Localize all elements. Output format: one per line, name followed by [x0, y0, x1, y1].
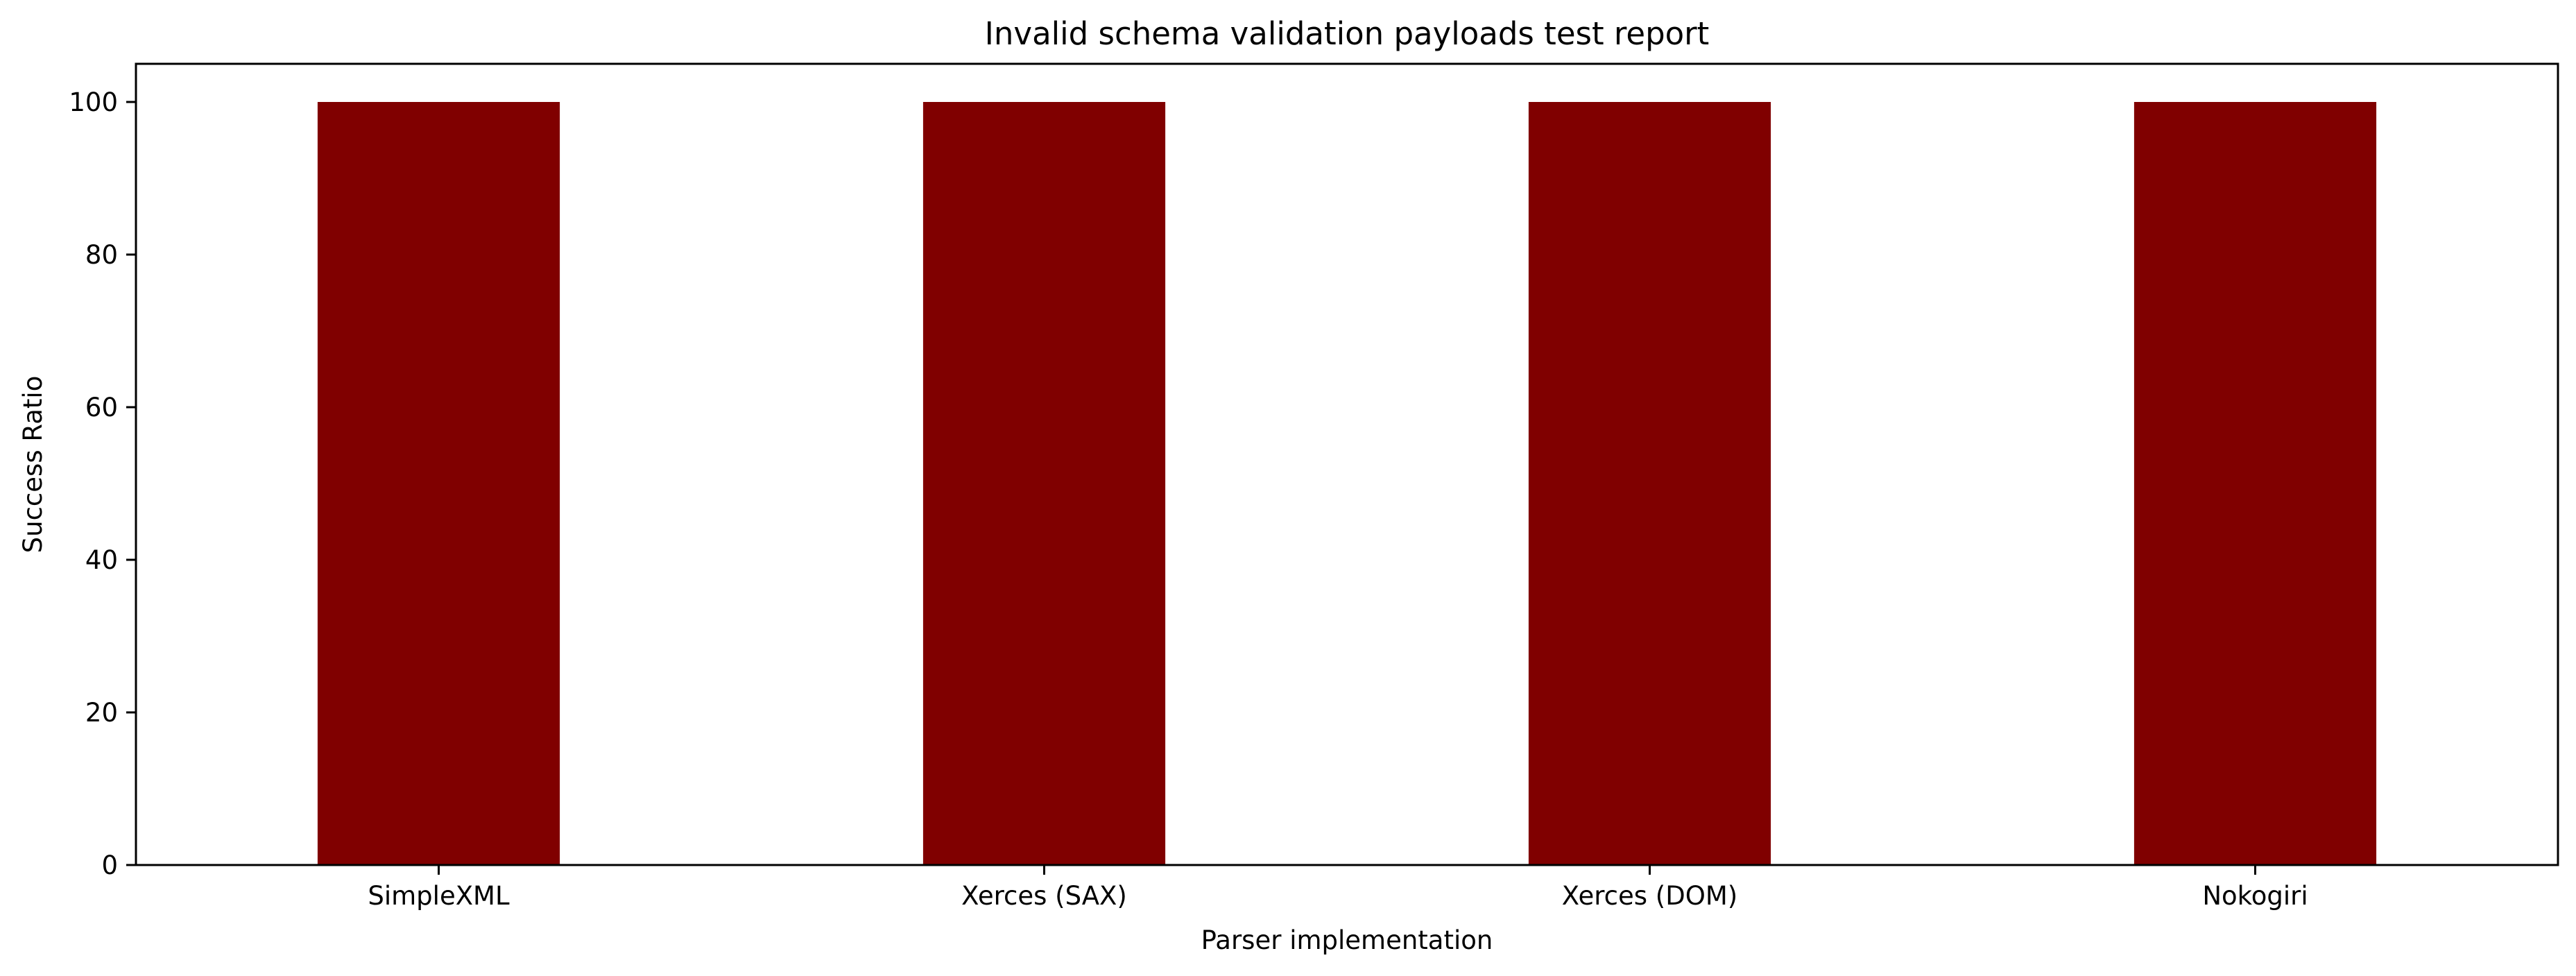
- y-tick-label: 100: [69, 87, 118, 117]
- plot-frame: [135, 62, 2559, 866]
- y-tick-label: 20: [85, 698, 118, 728]
- chart-title: Invalid schema validation payloads test …: [985, 15, 1710, 52]
- bar-simplexml: [317, 102, 560, 865]
- x-axis-label: Parser implementation: [1201, 925, 1493, 955]
- x-tick-label: Xerces (SAX): [961, 881, 1127, 911]
- y-axis: 0 20 40 60 80 100: [69, 87, 136, 880]
- bar-nokogiri: [2133, 102, 2377, 865]
- x-tick-label: SimpleXML: [368, 881, 510, 911]
- y-tick-label: 0: [101, 850, 118, 880]
- y-tick-label: 80: [85, 240, 118, 270]
- x-tick-label: Nokogiri: [2202, 881, 2308, 911]
- x-axis: SimpleXML Xerces (SAX) Xerces (DOM) Nokogir…: [368, 865, 2308, 911]
- bar-xerces-dom: [1528, 102, 1771, 865]
- x-tick-label: Xerces (DOM): [1562, 881, 1737, 911]
- y-tick-label: 60: [85, 393, 118, 422]
- bar-xerces-sax: [922, 102, 1166, 865]
- bars-layer: [317, 102, 2377, 865]
- y-axis-label: Success Ratio: [18, 376, 48, 554]
- y-tick-label: 40: [85, 545, 118, 575]
